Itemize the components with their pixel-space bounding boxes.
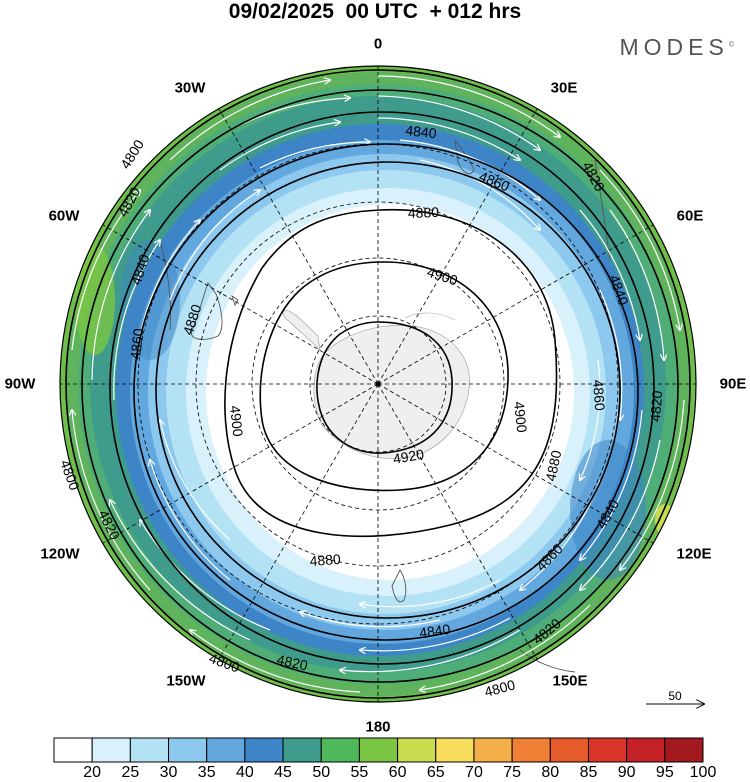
longitude-label-150w: 150W xyxy=(166,672,206,690)
wind-vectors xyxy=(72,75,685,692)
colorbar-tick-label: 90 xyxy=(617,764,636,781)
longitude-label-120w: 120W xyxy=(40,545,80,563)
longitude-label-90w: 90W xyxy=(4,375,36,393)
contour-label: 4920 xyxy=(392,446,426,467)
colorbar-tick-label: 25 xyxy=(121,764,140,781)
longitude-label-30w: 30W xyxy=(174,79,206,97)
brand-text: MODES xyxy=(619,34,729,60)
colorbar-tick-label: 85 xyxy=(579,764,598,781)
longitude-label-90e: 90E xyxy=(719,375,747,393)
colorbar-tick-label: 75 xyxy=(503,764,522,781)
contour-label: 4820 xyxy=(275,651,309,673)
colorbar-tick-label: 95 xyxy=(655,764,674,781)
height-contours xyxy=(65,69,691,699)
contour-label: 4800 xyxy=(117,137,147,172)
colorbar-tick-label: 65 xyxy=(426,764,445,781)
contour-label: 4900 xyxy=(511,401,530,434)
longitude-label-150e: 150E xyxy=(552,672,588,690)
copyright-mark: © xyxy=(728,41,734,49)
colorbar-tick-label: 35 xyxy=(197,764,216,781)
contour-label: 4820 xyxy=(647,390,665,422)
contour-label: 4880 xyxy=(542,449,564,483)
contour-label: 4800 xyxy=(483,676,517,700)
map-title: 09/02/2025 00 UTC + 012 hrs xyxy=(228,0,522,23)
south-pole-marker xyxy=(375,381,381,387)
contour-label: 4900 xyxy=(227,405,246,438)
colorbar-tick-label: 60 xyxy=(388,764,407,781)
contour-label: 4860 xyxy=(127,327,146,360)
contour-label: 4840 xyxy=(418,621,451,641)
longitude-label-180: 180 xyxy=(365,718,391,736)
contour-label: 4840 xyxy=(405,122,438,141)
colorbar-tick-label: 40 xyxy=(235,764,254,781)
colorbar-tick-label: 70 xyxy=(465,764,483,781)
map-boundary xyxy=(59,65,697,703)
contour-label: 4860 xyxy=(590,379,608,411)
longitude-label-0: 0 xyxy=(373,35,383,53)
colorbar-tick-label: 20 xyxy=(83,764,102,781)
longitude-label-30e: 30E xyxy=(550,79,578,97)
colorbar-tick-label: 100 xyxy=(689,764,717,781)
colorbar-tick-label: 30 xyxy=(159,764,178,781)
colorbar-tick-label: 55 xyxy=(350,764,369,781)
brand-logo: MODES© xyxy=(619,34,734,61)
contour-label: 4880 xyxy=(309,551,341,569)
reference-vector-label: 50 xyxy=(668,689,682,703)
coastlines xyxy=(159,139,611,673)
colorbar-tick-label: 45 xyxy=(274,764,292,781)
longitude-label-120e: 120E xyxy=(676,545,712,563)
longitude-label-60w: 60W xyxy=(48,207,80,225)
colorbar-tick-label: 50 xyxy=(312,764,331,781)
contour-label: 4880 xyxy=(408,204,440,221)
longitude-label-60e: 60E xyxy=(676,207,704,225)
colorbar-tick-label: 80 xyxy=(541,764,560,781)
